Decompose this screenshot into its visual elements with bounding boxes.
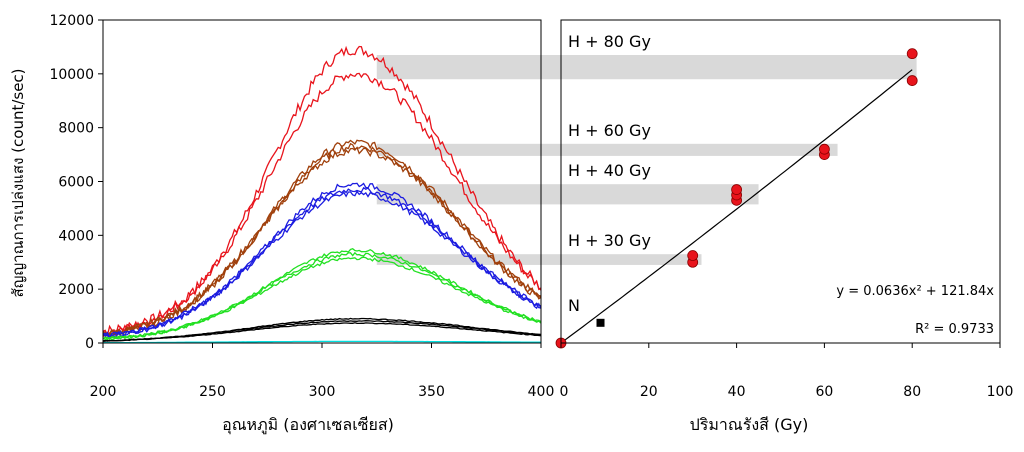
glow-curve: [102, 190, 542, 338]
data-point-square: [596, 318, 605, 327]
y-tick-label: 2000: [58, 282, 94, 298]
glow-curve-lines: [102, 45, 542, 344]
data-point: [731, 184, 742, 195]
r-squared-label: R² = 0.9733: [915, 322, 994, 337]
glow-curve: [102, 146, 542, 336]
group-labels: H + 80 Gy H + 60 Gy H + 40 Gy H + 30 Gy N: [568, 32, 651, 315]
x-tick-label: 200: [90, 384, 117, 400]
x-tick-label: 250: [199, 384, 226, 400]
glow-curve: [103, 340, 541, 344]
glow-curve: [103, 320, 542, 342]
highlight-band: [376, 54, 917, 80]
data-point: [687, 250, 699, 261]
x-tick-label: 100: [987, 384, 1014, 400]
glow-curve: [102, 139, 542, 338]
y-tick-label: 0: [85, 336, 94, 352]
glow-curve: [102, 256, 542, 340]
y-tick-label: 12000: [49, 13, 94, 29]
x-tick-label: 60: [815, 384, 833, 400]
x-tick-label: 0: [560, 384, 569, 400]
y-tick-label: 4000: [58, 228, 94, 244]
glow-curve: [102, 142, 542, 338]
data-point: [819, 143, 830, 155]
highlight-band: [376, 254, 702, 265]
y-tick-label: 8000: [58, 121, 94, 137]
x-axis-title-temperature: อุณหภูมิ (องศาเซลเซียส): [222, 415, 394, 435]
group-label: H + 80 Gy: [568, 32, 651, 51]
data-point: [906, 48, 918, 60]
highlight-band: [376, 184, 759, 205]
glow-curve: [102, 72, 542, 337]
fit-curve: [560, 69, 913, 344]
x-tick-label: 20: [640, 384, 658, 400]
group-label: H + 40 Gy: [568, 161, 651, 180]
glow-curve: [102, 322, 542, 342]
x-tick-label: 400: [528, 384, 555, 400]
right-plot-frame: [560, 19, 1001, 344]
group-label: H + 60 Gy: [568, 121, 651, 140]
glow-curve: [102, 251, 542, 341]
group-label: N: [568, 296, 580, 315]
y-tick-label: 6000: [58, 175, 94, 191]
x-tick-label: 350: [418, 384, 445, 400]
group-label: H + 30 Gy: [568, 231, 651, 250]
x-axis-title-dose: ปริมาณรังสี (Gy): [690, 415, 809, 434]
highlight-band: [376, 143, 838, 156]
x-tick-label: 80: [903, 384, 921, 400]
fit-equation-label: y = 0.0636x² + 121.84x: [836, 284, 994, 299]
y-tick-label: 10000: [49, 67, 94, 83]
data-point: [906, 75, 918, 86]
y-axis-title-intensity: สัญญาณการเปล่งแสง (count/sec): [9, 68, 27, 297]
regression-fit-curve: [560, 69, 913, 344]
x-tick-label: 300: [309, 384, 336, 400]
group-highlight-bands: [376, 54, 917, 265]
x-tick-label: 40: [728, 384, 746, 400]
